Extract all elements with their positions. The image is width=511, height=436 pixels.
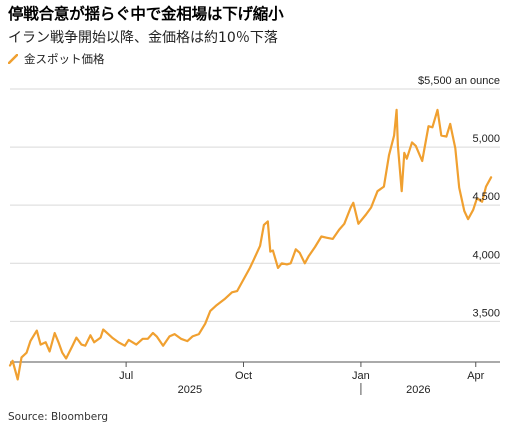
grid-layer — [10, 88, 500, 322]
label-layer: $5,500 an ounce 5,000 4,500 4,000 3,500 Jul Oc… — [119, 75, 500, 396]
gold-price-line — [8, 108, 493, 381]
source-note: Source: Bloomberg — [8, 411, 109, 423]
x-tick-label: Oct — [235, 370, 252, 382]
chart-title: 停戦合意が揺らぐ中で金相場は下げ縮小 — [8, 5, 284, 23]
axis-layer — [10, 361, 500, 395]
legend: 金スポット価格 — [8, 51, 105, 67]
x-tick-label: Jan — [352, 370, 370, 382]
chart-subtitle: イラン戦争開始以降、金価格は約10％下落 — [8, 30, 278, 46]
year-label: 2025 — [178, 384, 202, 396]
legend-label: 金スポット価格 — [24, 52, 105, 66]
unit-label: $5,500 an ounce — [418, 75, 500, 87]
y-tick-label: 5,000 — [472, 133, 500, 145]
x-tick-label: Jul — [119, 370, 133, 382]
y-tick-label: 4,000 — [472, 249, 500, 261]
legend-swatch — [8, 54, 18, 64]
x-tick-label: Apr — [467, 370, 484, 382]
y-tick-label: 3,500 — [472, 307, 500, 319]
y-tick-label: 4,500 — [472, 191, 500, 203]
year-label: 2026 — [406, 384, 430, 396]
